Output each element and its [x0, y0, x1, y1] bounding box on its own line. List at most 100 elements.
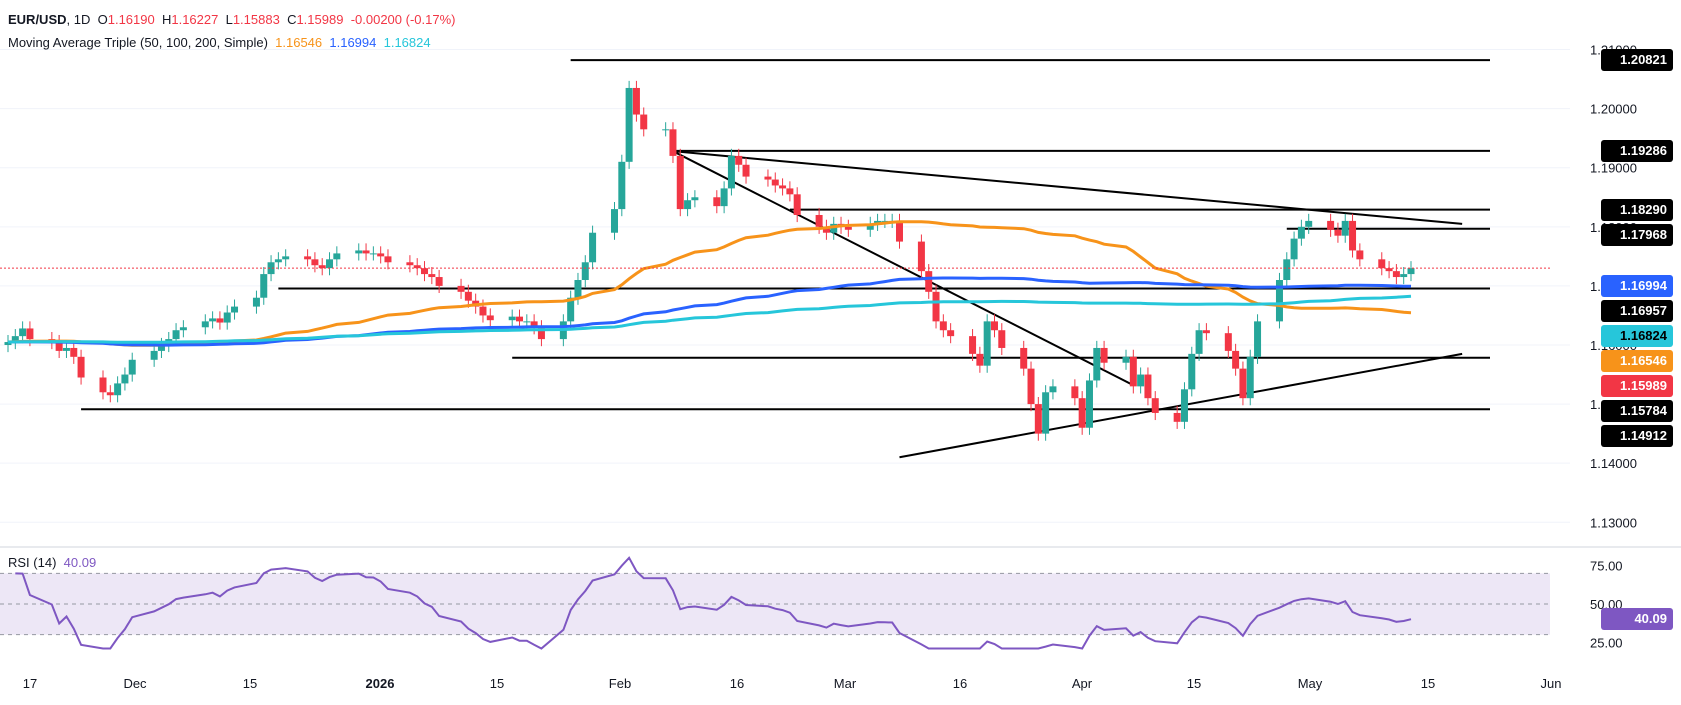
candle-body [822, 226, 830, 233]
candle-body [326, 259, 334, 269]
candle-body [735, 155, 743, 165]
candle-body [793, 194, 801, 215]
change-value: -0.00200 (-0.17%) [350, 12, 456, 27]
trend-line [672, 150, 1463, 225]
candle-body [1392, 271, 1400, 278]
price-tag: 1.18290 [1601, 198, 1673, 221]
candle-body [479, 306, 487, 316]
trend-lines[interactable] [672, 150, 1463, 459]
candle-body [1122, 356, 1130, 363]
open-label: O [97, 12, 108, 27]
candle-body [1100, 347, 1108, 363]
candle-body [815, 215, 823, 227]
candle-body [1407, 268, 1415, 275]
candle-body [274, 259, 282, 263]
rsi-tick-label: 75.00 [1590, 559, 1623, 574]
candle-body [881, 220, 889, 222]
candle-body [830, 223, 838, 233]
candle-body [157, 345, 165, 351]
candle-body [1027, 368, 1035, 405]
candle-body [895, 220, 903, 242]
candle-body [231, 306, 239, 313]
candle-body [1400, 274, 1408, 278]
rsi-tick-label: 25.00 [1590, 635, 1623, 650]
candle-body [567, 297, 575, 322]
price-tick-label: 1.13000 [1590, 515, 1637, 530]
candle-body [362, 250, 370, 254]
candle-body [223, 312, 231, 323]
price-tag: 1.17968 [1601, 223, 1673, 246]
candle-body [983, 321, 991, 366]
candle-body [435, 277, 443, 286]
candle-body [1275, 280, 1283, 322]
candle-body [304, 256, 312, 260]
candle-body [1078, 398, 1086, 428]
candle-body [428, 274, 436, 278]
candle-body [4, 342, 12, 345]
candle-body [969, 336, 977, 354]
candle-body [172, 330, 180, 340]
candle-body [1290, 238, 1298, 260]
symbol-name[interactable]: EUR/USD [8, 12, 67, 27]
candle-body [874, 220, 882, 224]
ma-legend[interactable]: Moving Average Triple (50, 100, 200, Sim… [8, 33, 431, 53]
price-tag: 1.16824 [1601, 325, 1673, 348]
candle-body [62, 347, 70, 351]
ma-line [8, 276, 1412, 347]
candle-body [976, 353, 984, 366]
candle-body [1297, 226, 1305, 239]
candle-body [282, 256, 290, 260]
candle-body [1129, 356, 1137, 387]
time-tick-label: 16 [730, 676, 744, 691]
candle-body [150, 350, 158, 360]
candle-body [1341, 220, 1349, 236]
candle-body [333, 253, 341, 260]
candle-body [1085, 380, 1093, 428]
candle-body [1334, 229, 1342, 236]
candle-body [421, 268, 429, 275]
candle-body [311, 259, 319, 266]
ma100-value: 1.16994 [329, 35, 377, 50]
candle-body [720, 188, 728, 207]
candle-body [530, 321, 538, 328]
candle-body [508, 316, 516, 321]
time-tick-label: Jun [1541, 676, 1562, 691]
price-tag: 1.19286 [1601, 139, 1673, 162]
candle-body [128, 359, 136, 375]
candle-body [1305, 220, 1313, 227]
candle-body [669, 129, 677, 156]
candle-body [786, 188, 794, 195]
rsi-guides [0, 572, 1550, 636]
high-value: 1.16227 [171, 12, 219, 27]
candle-body [998, 330, 1006, 348]
price-tick-label: 1.20000 [1590, 102, 1637, 117]
time-tick-label: Feb [609, 676, 631, 691]
open-value: 1.16190 [107, 12, 155, 27]
price-tag: 1.20821 [1601, 49, 1673, 72]
candle-body [516, 316, 524, 322]
rsi-current-tag: 40.09 [1601, 608, 1673, 631]
ma200-value: 1.16824 [383, 35, 431, 50]
candle-body [925, 271, 933, 292]
time-axis[interactable]: 17 Dec 15 2026 15 Feb 16 Mar 16 Apr 15 May 15 Jun [23, 676, 1562, 691]
rsi-legend[interactable]: RSI (14) 40.09 [8, 553, 96, 573]
interval[interactable]: 1D [73, 12, 91, 27]
candle-body [618, 161, 626, 210]
candle-body [1049, 386, 1057, 393]
time-tick-label: 15 [1187, 676, 1201, 691]
high-label: H [161, 12, 172, 27]
candle-body [457, 285, 465, 292]
horizontal-levels[interactable] [81, 59, 1490, 411]
candle-body [1327, 220, 1335, 230]
candle-body [19, 328, 27, 337]
candle-body [55, 342, 63, 351]
candle-body [589, 232, 597, 263]
low-label: L [225, 12, 233, 27]
time-tick-label: Mar [834, 676, 857, 691]
candle-body [318, 265, 326, 269]
candle-body [1144, 374, 1152, 399]
close-label: C [287, 12, 297, 27]
candle-body [384, 256, 392, 263]
